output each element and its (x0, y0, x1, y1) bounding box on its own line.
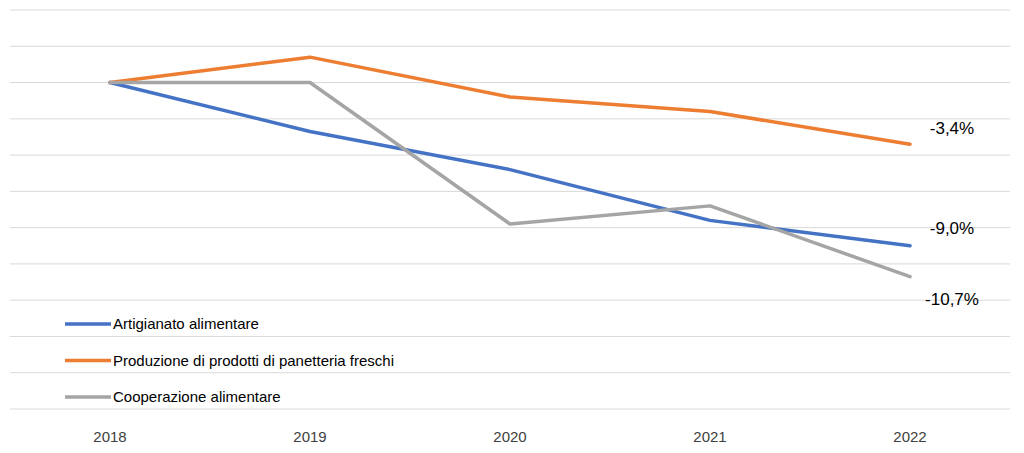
legend-label: Produzione di prodotti di panetteria fre… (113, 352, 394, 369)
series-line (110, 57, 910, 144)
grid-line (10, 191, 1010, 192)
grid-line (10, 227, 1010, 228)
legend: Artigianato alimentare Produzione di prod… (65, 315, 394, 405)
series-line (110, 83, 910, 246)
legend-label: Artigianato alimentare (113, 315, 259, 332)
legend-swatch (65, 395, 111, 399)
grid-line (10, 372, 1010, 373)
series-lines (110, 57, 910, 276)
grid-line (10, 300, 1010, 301)
grid-line (10, 118, 1010, 119)
data-label: -9,0% (930, 219, 974, 238)
grid (10, 10, 1010, 409)
data-label: -3,4% (930, 119, 974, 138)
x-tick-label: 2021 (693, 428, 726, 445)
legend-swatch (65, 359, 111, 363)
legend-swatch (65, 322, 111, 326)
chart-container: 2018 2019 2020 2021 2022 -9,0% -3,4% -10,7% Arti… (0, 0, 1024, 453)
grid-line (10, 336, 1010, 337)
data-labels: -9,0% -3,4% -10,7% (925, 119, 979, 308)
grid-line (10, 10, 1010, 11)
chart-svg: 2018 2019 2020 2021 2022 -9,0% -3,4% -10,7% Arti… (0, 0, 1024, 453)
data-label: -10,7% (925, 290, 979, 309)
series-line (110, 83, 910, 277)
x-tick-label: 2018 (93, 428, 126, 445)
x-tick-label: 2022 (893, 428, 926, 445)
x-tick-label: 2020 (493, 428, 526, 445)
x-tick-label: 2019 (293, 428, 326, 445)
grid-line (10, 263, 1010, 264)
grid-line (10, 409, 1010, 410)
grid-line (10, 46, 1010, 47)
grid-line (10, 155, 1010, 156)
legend-label: Cooperazione alimentare (113, 388, 281, 405)
